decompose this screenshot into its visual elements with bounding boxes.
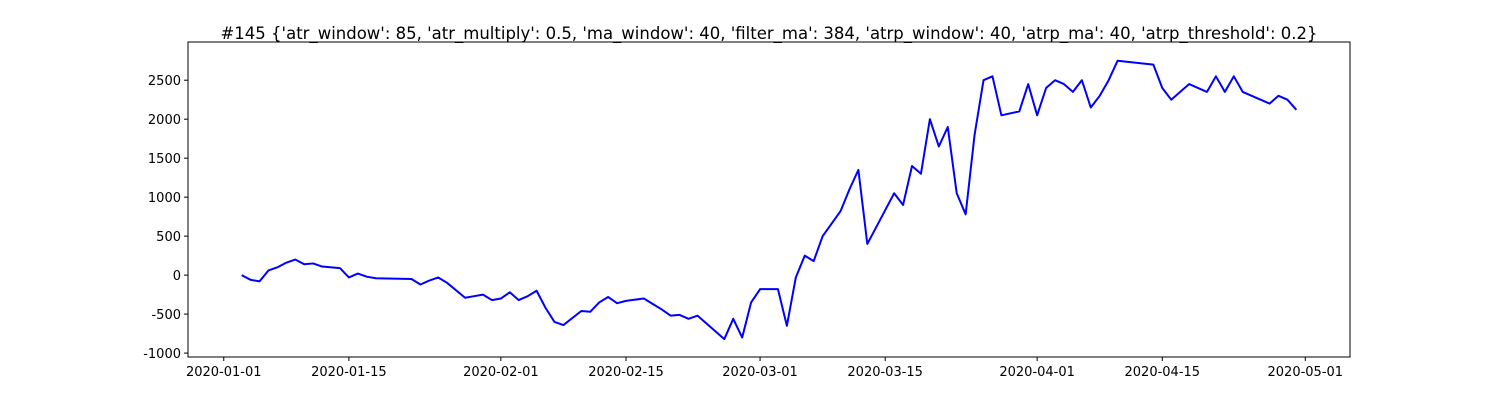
- line: [241, 59, 1298, 341]
- y-tick-label: 1500: [148, 152, 181, 167]
- y-tick-label: 0: [173, 269, 181, 284]
- x-tick-label: 2020-02-01: [463, 365, 539, 380]
- y-tick-label: 1000: [148, 191, 181, 206]
- x-tick-label: 2020-04-15: [1125, 365, 1201, 380]
- x-tick-label: 2020-04-01: [999, 365, 1075, 380]
- x-tick-label: 2020-03-15: [847, 365, 923, 380]
- x-tick-label: 2020-03-01: [722, 365, 798, 380]
- x-tick-label: 2020-01-01: [186, 365, 262, 380]
- x-tick-label: 2020-01-15: [311, 365, 387, 380]
- x-tick-label: 2020-05-01: [1268, 365, 1344, 380]
- y-tick-label: -500: [151, 308, 181, 323]
- y-tick-label: -1000: [143, 347, 181, 362]
- y-tick-label: 500: [156, 230, 181, 245]
- chart-title: #145 {'atr_window': 85, 'atr_multiply': …: [220, 24, 1317, 44]
- plot-frame: [187, 41, 1351, 358]
- y-tick-label: 2500: [148, 74, 181, 89]
- y-tick-label: 2000: [148, 113, 181, 128]
- x-tick-label: 2020-02-15: [588, 365, 664, 380]
